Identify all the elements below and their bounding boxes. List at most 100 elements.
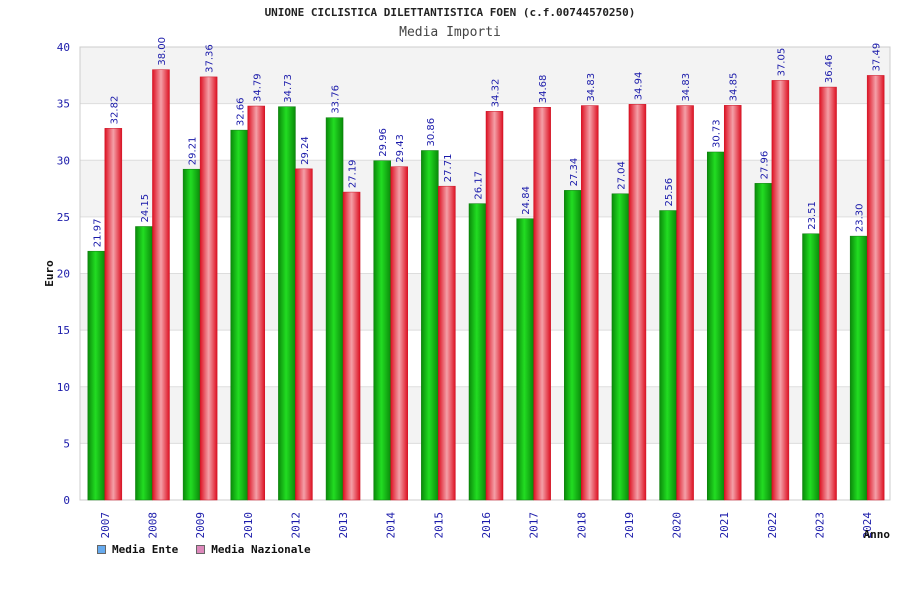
- bar-media-ente: [468, 203, 487, 501]
- bar-media-ente: [754, 183, 773, 501]
- legend-swatch-media-ente: [97, 545, 106, 554]
- bar-media-ente: [706, 151, 725, 501]
- x-tick-label: 2021: [718, 512, 731, 539]
- y-tick-label: 35: [57, 98, 70, 111]
- y-tick-label: 30: [57, 154, 70, 167]
- y-axis-label: Euro: [43, 260, 56, 287]
- y-tick-label: 10: [57, 381, 70, 394]
- bar-media-ente: [421, 150, 439, 501]
- data-label: 23.30: [855, 203, 866, 232]
- data-label: 24.84: [521, 186, 532, 215]
- bar-media-nazionale: [771, 80, 790, 501]
- legend-item-media-ente: Media Ente: [97, 543, 178, 556]
- bar-media-ente: [325, 117, 344, 501]
- bar-media-nazionale: [295, 168, 313, 501]
- data-label: 38.00: [157, 37, 168, 66]
- bar-media-nazionale: [485, 111, 504, 501]
- data-label: 34.79: [252, 73, 263, 102]
- bar-media-ente: [230, 129, 249, 501]
- bar-media-ente: [182, 168, 201, 501]
- x-tick-label: 2007: [99, 512, 112, 539]
- data-label: 26.17: [474, 171, 485, 200]
- data-label: 27.71: [443, 154, 454, 183]
- data-label: 34.32: [491, 79, 502, 108]
- bar-media-nazionale: [723, 105, 742, 501]
- data-label: 29.43: [395, 134, 406, 163]
- data-label: 29.21: [188, 137, 199, 166]
- x-tick-label: 2022: [766, 512, 779, 539]
- data-label: 25.56: [664, 178, 675, 207]
- legend-swatch-media-nazionale: [196, 545, 206, 554]
- data-label: 30.86: [426, 118, 437, 147]
- x-tick-label: 2014: [385, 512, 398, 539]
- chart-subtitle: Media Importi: [399, 25, 501, 40]
- x-axis-label: Anno: [864, 528, 891, 541]
- x-tick-label: 2008: [146, 512, 159, 539]
- data-label: 32.66: [235, 97, 246, 126]
- bar-media-ente: [135, 226, 153, 501]
- bar-media-nazionale: [438, 185, 456, 501]
- chart-title: UNIONE CICLISTICA DILETTANTISTICA FOEN (…: [264, 6, 636, 19]
- data-label: 34.68: [538, 75, 549, 104]
- y-tick-label: 20: [57, 268, 70, 281]
- data-label: 37.05: [776, 48, 787, 77]
- x-tick-label: 2009: [194, 512, 207, 539]
- bar-media-ente: [516, 218, 534, 501]
- x-tick-label: 2016: [480, 512, 493, 539]
- x-tick-label: 2023: [814, 512, 827, 539]
- data-label: 24.15: [140, 194, 151, 223]
- data-label: 33.76: [331, 85, 342, 114]
- data-label: 36.46: [824, 54, 835, 83]
- y-tick-label: 0: [63, 494, 70, 507]
- data-label: 29.24: [300, 136, 311, 165]
- data-label: 27.34: [569, 158, 580, 187]
- bar-media-ente: [373, 160, 391, 501]
- bar-media-nazionale: [676, 105, 694, 501]
- y-tick-label: 15: [57, 324, 70, 337]
- bar-media-ente: [849, 235, 868, 501]
- data-label: 27.19: [348, 159, 359, 188]
- x-tick-label: 2017: [528, 512, 541, 539]
- y-tick-label: 5: [63, 437, 70, 450]
- bar-media-nazionale: [152, 69, 170, 501]
- data-label: 37.49: [872, 43, 883, 72]
- bar-media-nazionale: [199, 76, 218, 501]
- bar-media-nazionale: [390, 166, 408, 501]
- bar-media-ente: [564, 190, 582, 501]
- data-label: 23.51: [807, 201, 818, 230]
- bar-media-nazionale: [342, 191, 361, 501]
- bar-media-nazionale: [628, 104, 647, 501]
- x-tick-label: 2012: [289, 512, 302, 539]
- bar-media-nazionale: [104, 128, 123, 501]
- data-label: 34.85: [729, 73, 740, 102]
- data-label: 34.94: [633, 72, 644, 101]
- bar-media-ente: [611, 193, 630, 501]
- x-tick-label: 2018: [575, 512, 588, 539]
- data-label: 37.36: [205, 44, 216, 73]
- data-label: 32.82: [109, 96, 120, 125]
- x-tick-label: 2019: [623, 512, 636, 539]
- bar-media-nazionale: [819, 86, 837, 501]
- bar-media-ente: [278, 106, 296, 501]
- bar-media-nazionale: [247, 105, 266, 501]
- data-label: 34.73: [283, 74, 294, 103]
- legend-label-media-ente: Media Ente: [112, 543, 179, 556]
- x-tick-label: 2013: [337, 512, 350, 539]
- bar-media-ente: [87, 250, 106, 501]
- bar-media-ente: [802, 233, 820, 501]
- bar-media-nazionale: [866, 75, 885, 501]
- legend-label-media-nazionale: Media Nazionale: [211, 543, 311, 556]
- x-tick-label: 2024: [861, 512, 874, 539]
- x-tick-label: 2015: [432, 512, 445, 539]
- legend: Media Ente Media Nazionale: [97, 543, 311, 556]
- x-tick-label: 2010: [242, 512, 255, 539]
- bar-media-nazionale: [533, 106, 551, 501]
- y-tick-label: 25: [57, 211, 70, 224]
- bar-media-ente: [659, 210, 677, 501]
- x-tick-label: 2020: [671, 512, 684, 539]
- legend-item-media-nazionale: Media Nazionale: [196, 543, 311, 556]
- data-label: 27.04: [616, 161, 627, 190]
- data-label: 34.83: [681, 73, 692, 102]
- data-label: 21.97: [92, 219, 103, 248]
